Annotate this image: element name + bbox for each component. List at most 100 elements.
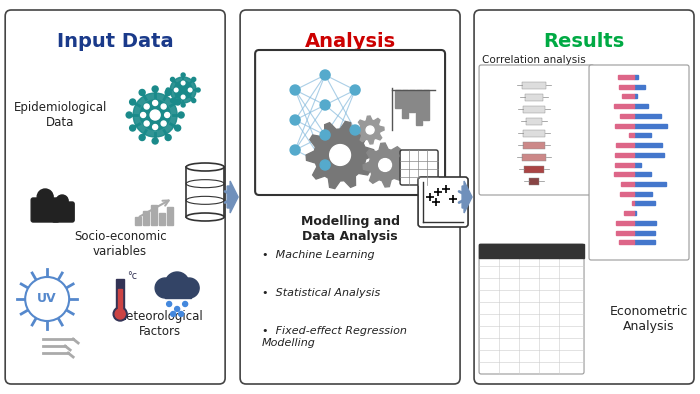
- Bar: [116, 279, 124, 314]
- Bar: [634, 172, 650, 176]
- Circle shape: [178, 85, 188, 95]
- Text: °c: °c: [127, 271, 137, 281]
- Circle shape: [320, 70, 330, 80]
- Bar: [622, 104, 634, 108]
- Circle shape: [116, 309, 125, 319]
- Bar: [627, 124, 634, 128]
- FancyBboxPatch shape: [240, 10, 460, 384]
- FancyArrow shape: [227, 181, 238, 213]
- FancyBboxPatch shape: [479, 244, 584, 374]
- FancyBboxPatch shape: [255, 50, 445, 195]
- Bar: [634, 201, 647, 205]
- Text: UV: UV: [37, 292, 57, 305]
- Bar: [529, 117, 538, 125]
- Bar: [634, 230, 666, 234]
- Circle shape: [130, 125, 136, 131]
- Circle shape: [350, 85, 360, 95]
- Bar: [624, 133, 634, 138]
- Circle shape: [171, 77, 174, 82]
- Bar: [523, 154, 545, 160]
- Circle shape: [161, 121, 166, 126]
- Circle shape: [178, 112, 184, 118]
- Bar: [634, 162, 665, 167]
- Bar: [135, 217, 141, 225]
- FancyBboxPatch shape: [5, 10, 225, 384]
- Circle shape: [165, 272, 189, 296]
- Text: Feature
Importance: Feature Importance: [613, 110, 685, 138]
- Bar: [634, 221, 657, 225]
- Circle shape: [130, 99, 136, 105]
- Circle shape: [181, 81, 185, 85]
- Bar: [529, 106, 538, 113]
- Circle shape: [152, 86, 158, 92]
- Bar: [630, 85, 634, 89]
- Bar: [530, 130, 538, 136]
- Circle shape: [181, 95, 185, 99]
- Bar: [624, 240, 634, 244]
- Bar: [402, 90, 408, 118]
- Text: Input Data: Input Data: [57, 32, 174, 51]
- Circle shape: [146, 106, 164, 124]
- Bar: [629, 162, 634, 167]
- Circle shape: [350, 125, 360, 135]
- Circle shape: [174, 88, 178, 92]
- Bar: [526, 165, 542, 173]
- Bar: [423, 90, 429, 120]
- FancyBboxPatch shape: [479, 65, 594, 195]
- FancyArrow shape: [462, 181, 472, 213]
- Bar: [625, 75, 634, 79]
- Bar: [634, 85, 655, 89]
- Text: Modelling and
Data Analysis: Modelling and Data Analysis: [300, 215, 400, 243]
- Text: Socio-economic
variables: Socio-economic variables: [74, 230, 167, 258]
- Circle shape: [175, 125, 181, 131]
- Bar: [479, 244, 584, 258]
- Bar: [395, 90, 401, 108]
- Circle shape: [188, 88, 192, 92]
- Circle shape: [153, 100, 158, 106]
- Circle shape: [150, 110, 160, 120]
- Bar: [634, 143, 657, 147]
- Circle shape: [178, 312, 183, 316]
- Circle shape: [170, 77, 196, 103]
- Circle shape: [290, 85, 300, 95]
- Bar: [634, 95, 648, 98]
- Bar: [159, 213, 165, 225]
- Bar: [634, 240, 661, 244]
- Circle shape: [126, 112, 132, 118]
- Bar: [634, 104, 640, 108]
- Circle shape: [144, 121, 149, 126]
- Circle shape: [113, 307, 127, 321]
- Polygon shape: [356, 116, 384, 144]
- Circle shape: [290, 115, 300, 125]
- Circle shape: [37, 189, 53, 205]
- Bar: [409, 90, 415, 112]
- Ellipse shape: [186, 163, 224, 171]
- Bar: [617, 114, 634, 118]
- Bar: [617, 230, 634, 234]
- Bar: [634, 211, 654, 215]
- Bar: [165, 286, 191, 298]
- Bar: [524, 141, 544, 149]
- FancyBboxPatch shape: [52, 202, 74, 222]
- Circle shape: [192, 98, 196, 102]
- FancyBboxPatch shape: [418, 177, 468, 227]
- Circle shape: [155, 278, 175, 298]
- Circle shape: [196, 88, 200, 92]
- Bar: [634, 182, 656, 186]
- Circle shape: [153, 125, 158, 130]
- Circle shape: [192, 77, 196, 82]
- Bar: [416, 90, 422, 125]
- Circle shape: [320, 130, 330, 140]
- Bar: [634, 124, 664, 128]
- Text: Meteorological
Factors: Meteorological Factors: [117, 310, 204, 338]
- Polygon shape: [306, 121, 374, 189]
- FancyBboxPatch shape: [474, 10, 694, 384]
- Bar: [627, 221, 634, 225]
- Bar: [525, 178, 543, 184]
- Circle shape: [139, 89, 145, 95]
- Circle shape: [25, 277, 69, 321]
- Text: Results: Results: [543, 32, 624, 51]
- Bar: [143, 211, 149, 225]
- Bar: [167, 207, 173, 225]
- Circle shape: [181, 73, 185, 77]
